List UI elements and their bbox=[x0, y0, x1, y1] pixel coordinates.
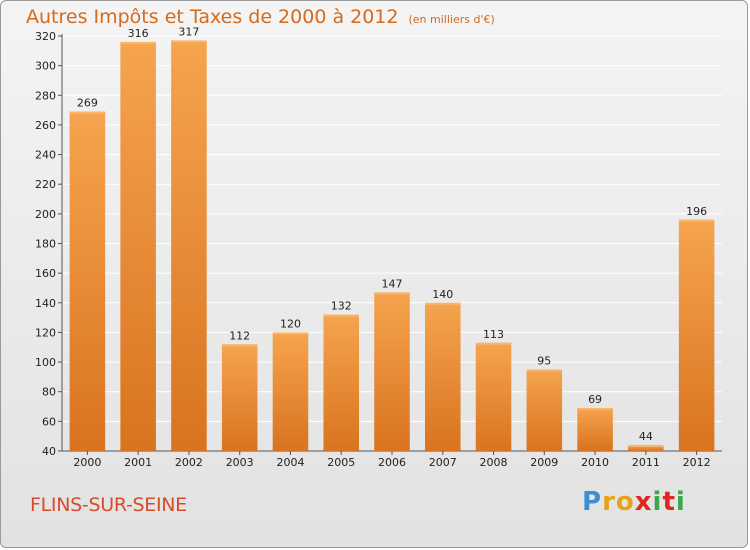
y-tick-label: 160 bbox=[35, 267, 56, 280]
data-labels: 269 316 317 112 120 132 147 140 113 95 69 44 196 bbox=[77, 25, 707, 443]
x-tick-label: 2012 bbox=[683, 456, 711, 469]
y-tick-label: 260 bbox=[35, 119, 56, 132]
data-label: 132 bbox=[331, 300, 352, 313]
y-tick-label: 200 bbox=[35, 208, 56, 221]
bar-2010 bbox=[577, 408, 613, 451]
bar-top-edge bbox=[475, 342, 512, 345]
bar-2009 bbox=[526, 369, 563, 451]
y-tick-label: 280 bbox=[35, 89, 56, 102]
y-tick-label: 100 bbox=[35, 356, 56, 369]
y-tick-labels: 40 60 80 100 120 140 160 180 200 220 240 260 280 300 3… bbox=[35, 30, 56, 458]
x-tick-label: 2003 bbox=[226, 456, 254, 469]
logo-letter: i bbox=[652, 487, 663, 517]
data-label: 147 bbox=[382, 277, 403, 290]
bar-2001 bbox=[120, 41, 156, 452]
y-tick-label: 40 bbox=[42, 445, 56, 458]
logo-letter: x bbox=[634, 487, 653, 517]
data-label: 69 bbox=[588, 393, 602, 406]
data-label: 95 bbox=[537, 354, 551, 367]
logo-letter: r bbox=[602, 487, 616, 517]
bar-top-edge bbox=[526, 369, 563, 372]
bar-top-edge bbox=[678, 219, 715, 222]
bars bbox=[69, 40, 715, 452]
y-tick-label: 80 bbox=[42, 386, 56, 399]
x-tick-label: 2002 bbox=[175, 456, 203, 469]
x-tick-label: 2001 bbox=[124, 456, 152, 469]
bar-top-edge bbox=[221, 344, 258, 347]
x-tick-label: 2009 bbox=[530, 456, 558, 469]
location-name: FLINS-SUR-SEINE bbox=[30, 494, 187, 516]
data-label: 269 bbox=[77, 97, 98, 110]
bar-2011 bbox=[628, 445, 664, 451]
y-tick-label: 60 bbox=[42, 415, 56, 428]
proxiti-logo: Proxiti bbox=[582, 487, 686, 517]
bar-2003 bbox=[221, 344, 258, 451]
x-tick-label: 2000 bbox=[73, 456, 101, 469]
bar-top-edge bbox=[272, 332, 309, 335]
bar-2002 bbox=[171, 40, 207, 451]
logo-letter: P bbox=[582, 487, 603, 517]
bar-2008 bbox=[475, 342, 512, 451]
data-label: 196 bbox=[686, 205, 707, 218]
chart-subtitle: (en milliers d'€) bbox=[408, 13, 495, 26]
data-label: 44 bbox=[639, 430, 653, 443]
title-row: Autres Impôts et Taxes de 2000 à 2012 (en… bbox=[26, 6, 495, 28]
y-tick-label: 140 bbox=[35, 297, 56, 310]
bar-top-edge bbox=[425, 302, 461, 305]
x-tick-labels: 2000 2001 2002 2003 2004 2005 2006 2007 2008 2009… bbox=[73, 456, 710, 469]
y-tick-label: 220 bbox=[35, 178, 56, 191]
y-tick-label: 120 bbox=[35, 326, 56, 339]
x-tick-label: 2005 bbox=[327, 456, 355, 469]
x-tick-label: 2004 bbox=[276, 456, 304, 469]
data-label: 112 bbox=[229, 329, 250, 342]
data-label: 316 bbox=[128, 27, 149, 40]
x-tick-label: 2010 bbox=[581, 456, 609, 469]
y-tick-label: 240 bbox=[35, 149, 56, 162]
bar-2006 bbox=[374, 292, 410, 451]
bar-top-edge bbox=[374, 292, 410, 295]
data-label: 317 bbox=[178, 25, 199, 38]
x-tick-label: 2006 bbox=[378, 456, 406, 469]
logo-letter: i bbox=[675, 487, 686, 517]
x-tick-label: 2007 bbox=[429, 456, 457, 469]
y-tick-label: 180 bbox=[35, 238, 56, 251]
x-tick-label: 2008 bbox=[480, 456, 508, 469]
bar-2005 bbox=[323, 314, 359, 451]
bar-top-edge bbox=[69, 111, 106, 114]
bar-2004 bbox=[272, 332, 309, 451]
logo-letter: t bbox=[662, 487, 676, 517]
bar-2007 bbox=[425, 302, 461, 451]
bar-top-edge bbox=[577, 408, 613, 411]
data-label: 120 bbox=[280, 317, 301, 330]
data-label: 113 bbox=[483, 328, 504, 341]
y-tick-label: 300 bbox=[35, 60, 56, 73]
logo-letter: o bbox=[615, 487, 635, 517]
bar-top-edge bbox=[628, 445, 664, 448]
data-label: 140 bbox=[432, 288, 453, 301]
y-tick-label: 320 bbox=[35, 30, 56, 43]
bar-top-edge bbox=[171, 40, 207, 43]
bar-2000 bbox=[69, 111, 106, 451]
x-tick-label: 2011 bbox=[632, 456, 660, 469]
bar-2012 bbox=[678, 219, 715, 451]
bar-top-edge bbox=[323, 314, 359, 317]
bar-top-edge bbox=[120, 41, 156, 44]
chart-title: Autres Impôts et Taxes de 2000 à 2012 bbox=[26, 6, 399, 28]
